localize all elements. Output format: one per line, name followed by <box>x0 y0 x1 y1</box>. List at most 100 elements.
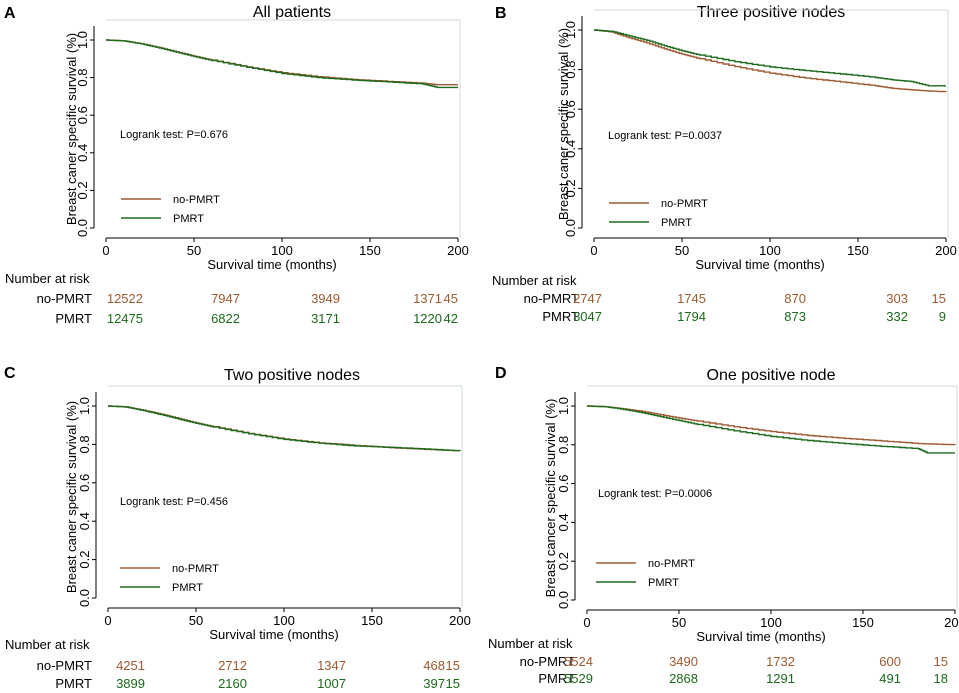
logrank-text-d: Logrank test: P=0.0006 <box>598 488 712 500</box>
legend-label-c-no-pmrt: no-PMRT <box>172 563 219 575</box>
y-tick-label-b-4: 0.8 <box>563 61 578 79</box>
risk-value-a-1-3: 1220 <box>413 311 442 326</box>
x-tick-label-b-3: 150 <box>847 243 869 258</box>
x-tick-label-b-4: 200 <box>935 243 957 258</box>
logrank-text-b: Logrank test: P=0.0037 <box>608 130 722 142</box>
x-axis-label-d: Survival time (months) <box>696 629 825 644</box>
y-tick-label-d-4: 0.8 <box>556 436 571 454</box>
x-tick-label-a-0: 0 <box>102 243 109 258</box>
risk-value-d-1-4: 18 <box>934 671 948 686</box>
x-tick-label-a-2: 100 <box>271 243 293 258</box>
legend-label-b-pmrt: PMRT <box>661 217 692 229</box>
logrank-text-c: Logrank test: P=0.456 <box>120 496 228 508</box>
y-tick-label-c-3: 0.6 <box>77 474 92 492</box>
y-axis-label-a: Breast caner specific survival (%) <box>64 33 79 225</box>
survival-curve-a-pmrt <box>106 39 458 89</box>
risk-value-d-0-4: 15 <box>934 654 948 669</box>
legend-label-a-no-pmrt: no-PMRT <box>173 194 220 206</box>
risk-value-c-0-1: 2712 <box>218 658 247 673</box>
risk-title-d: Number at risk <box>488 636 573 651</box>
risk-value-c-1-4: 15 <box>446 676 460 691</box>
x-tick-label-c-4: 200 <box>449 613 471 628</box>
y-tick-label-b-1: 0.2 <box>563 179 578 197</box>
risk-value-a-0-2: 3949 <box>311 291 340 306</box>
x-tick-label-c-1: 50 <box>189 613 203 628</box>
x-tick-label-d-4: 200 <box>944 615 959 630</box>
risk-value-b-1-2: 873 <box>784 309 806 324</box>
y-axis-label-c: Breast caner specific survival (%) <box>64 401 79 593</box>
y-tick-label-a-5: 1.0 <box>75 31 90 49</box>
x-tick-label-c-0: 0 <box>104 613 111 628</box>
survival-curve-d-pmrt <box>587 405 955 454</box>
risk-value-b-1-0: 3047 <box>573 309 602 324</box>
risk-value-b-1-3: 332 <box>886 309 908 324</box>
risk-title-c: Number at risk <box>5 637 90 652</box>
risk-value-a-1-2: 3171 <box>311 311 340 326</box>
y-tick-label-b-2: 0.4 <box>563 140 578 158</box>
risk-row-label-b-1: PMRT <box>542 309 579 324</box>
risk-row-label-b-0: no-PMRT <box>524 291 579 306</box>
y-tick-label-c-5: 1.0 <box>77 397 92 415</box>
risk-value-d-1-1: 2868 <box>669 671 698 686</box>
legend-label-c-pmrt: PMRT <box>172 582 203 594</box>
risk-value-d-0-0: 5524 <box>564 654 593 669</box>
risk-value-a-0-4: 45 <box>444 291 458 306</box>
risk-value-d-0-2: 1732 <box>766 654 795 669</box>
risk-value-b-0-0: 2747 <box>573 291 602 306</box>
y-tick-label-b-5: 1.0 <box>563 21 578 39</box>
x-tick-label-a-3: 150 <box>359 243 381 258</box>
x-tick-label-d-0: 0 <box>583 615 590 630</box>
risk-value-c-0-3: 468 <box>423 658 445 673</box>
risk-value-c-1-2: 1007 <box>317 676 346 691</box>
risk-value-b-1-1: 1794 <box>677 309 706 324</box>
risk-value-c-1-1: 2160 <box>218 676 247 691</box>
survival-curve-c-pmrt <box>108 405 461 452</box>
x-axis-label-a: Survival time (months) <box>207 257 336 272</box>
y-tick-label-d-3: 0.6 <box>556 475 571 493</box>
risk-value-a-1-4: 42 <box>444 311 458 326</box>
risk-value-a-1-1: 6822 <box>211 311 240 326</box>
y-tick-label-c-1: 0.2 <box>77 551 92 569</box>
legend-label-d-pmrt: PMRT <box>648 577 679 589</box>
risk-row-label-c-0: no-PMRT <box>37 658 92 673</box>
x-tick-label-d-2: 100 <box>760 615 782 630</box>
risk-value-b-1-4: 9 <box>939 309 946 324</box>
risk-value-b-0-1: 1745 <box>677 291 706 306</box>
y-tick-label-c-2: 0.4 <box>77 512 92 530</box>
y-tick-label-a-3: 0.6 <box>75 106 90 124</box>
panel-title-b: Three positive nodes <box>697 4 846 21</box>
logrank-text-a: Logrank test: P=0.676 <box>120 129 228 141</box>
risk-value-b-0-2: 870 <box>784 291 806 306</box>
risk-value-a-0-0: 12522 <box>107 291 143 306</box>
y-axis-label-d: Breast cancer specific survival (%) <box>543 399 558 598</box>
y-tick-label-c-0: 0.0 <box>77 589 92 607</box>
risk-value-a-0-1: 7947 <box>211 291 240 306</box>
risk-value-d-0-1: 3490 <box>669 654 698 669</box>
y-tick-label-c-4: 0.8 <box>77 435 92 453</box>
panel-title-c: Two positive nodes <box>224 367 360 384</box>
survival-curve-c-no-pmrt <box>108 405 461 452</box>
x-tick-label-b-1: 50 <box>675 243 689 258</box>
x-tick-label-c-3: 150 <box>361 613 383 628</box>
x-tick-label-b-0: 0 <box>590 243 597 258</box>
x-axis-label-b: Survival time (months) <box>695 257 824 272</box>
y-tick-label-a-4: 0.8 <box>75 69 90 87</box>
risk-value-c-0-2: 1347 <box>317 658 346 673</box>
y-tick-label-a-2: 0.4 <box>75 144 90 162</box>
panel-letter-c: C <box>4 365 16 382</box>
x-tick-label-c-2: 100 <box>273 613 295 628</box>
y-tick-label-a-0: 0.0 <box>75 219 90 237</box>
survival-curve-b-no-pmrt <box>594 29 947 93</box>
x-axis-label-c: Survival time (months) <box>209 627 338 642</box>
risk-value-d-1-2: 1291 <box>766 671 795 686</box>
risk-value-d-1-3: 491 <box>879 671 901 686</box>
legend-label-d-no-pmrt: no-PMRT <box>648 558 695 570</box>
risk-title-a: Number at risk <box>5 271 90 286</box>
risk-value-c-1-0: 3899 <box>116 676 145 691</box>
risk-row-label-d-1: PMRT <box>538 671 575 686</box>
x-tick-label-b-2: 100 <box>759 243 781 258</box>
panel-title-d: One positive node <box>707 367 836 384</box>
panel-letter-d: D <box>495 365 507 382</box>
risk-row-label-a-0: no-PMRT <box>37 291 92 306</box>
y-tick-label-d-2: 0.4 <box>556 513 571 531</box>
